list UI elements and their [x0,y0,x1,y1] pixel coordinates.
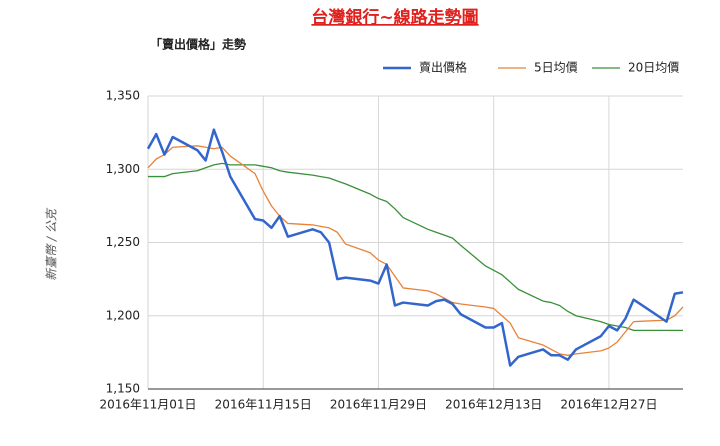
x-tick-label: 2016年11月29日 [330,398,427,412]
y-tick-label: 1,250 [106,235,140,249]
x-tick-label: 2016年11月01日 [99,398,196,412]
x-tick-label: 2016年12月27日 [560,398,657,412]
series-line [148,162,683,332]
y-tick-label: 1,200 [106,308,140,322]
legend-label: 賣出價格 [419,60,467,75]
chart-title: 台灣銀行~線路走勢圖 [311,7,478,28]
series-line [146,128,684,367]
x-tick-label: 2016年12月13日 [445,398,542,412]
y-tick-label: 1,300 [106,162,140,176]
y-axis-title: 新臺幣 / 公克 [45,207,59,281]
chart-subtitle: 「賣出價格」走勢 [150,37,246,52]
y-tick-label: 1,350 [106,89,140,103]
series-line [147,145,684,356]
x-tick-label: 2016年11月15日 [215,398,312,412]
legend-label: 5日均價 [534,61,578,75]
legend-label: 20日均價 [628,61,679,75]
y-tick-label: 1,150 [106,382,140,396]
